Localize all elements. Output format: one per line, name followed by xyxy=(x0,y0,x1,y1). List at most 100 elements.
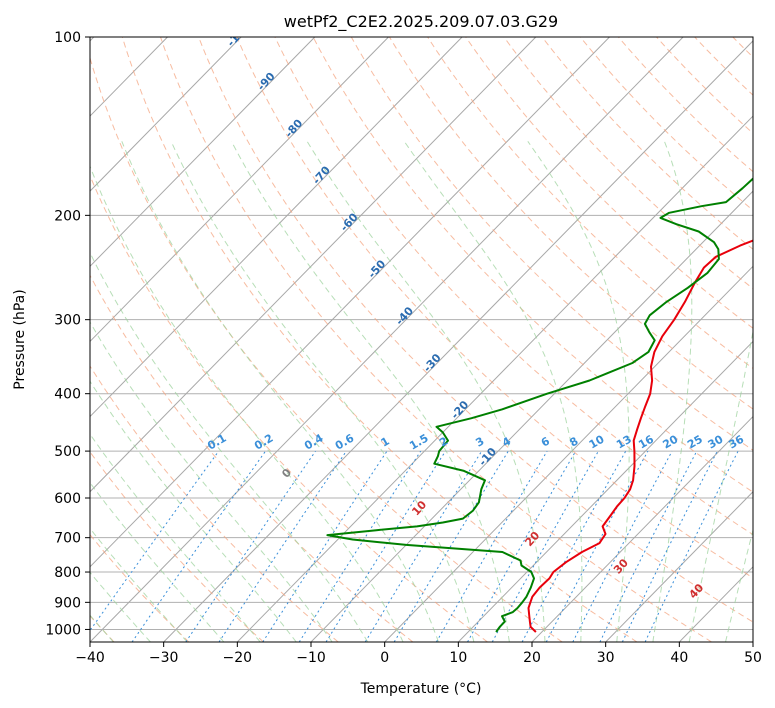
mixing-ratio-line xyxy=(262,450,388,642)
mixing-ratio-line xyxy=(644,450,739,642)
mixing-ratio-line xyxy=(131,450,266,642)
y-axis: 1000 900 800 700 600 500 400 300 200 100 xyxy=(45,30,90,638)
dewpoint-line xyxy=(326,177,753,633)
moist-adiabat-label: 20 xyxy=(522,529,542,549)
isotherm-label: -40 xyxy=(393,304,416,328)
mixing-ratio-label: 0.4 xyxy=(302,431,326,452)
y-tick-label: 400 xyxy=(54,387,81,403)
isotherm xyxy=(457,340,753,642)
dry-adiabat xyxy=(388,37,753,410)
y-axis-label: Pressure (hPa) xyxy=(12,289,28,389)
y-tick-label: 500 xyxy=(54,444,81,460)
mixing-ratio-label: 1.5 xyxy=(407,432,430,453)
dry-adiabat xyxy=(90,450,264,642)
x-tick-label: 50 xyxy=(744,650,762,666)
mixing-ratio-line xyxy=(218,450,347,642)
isotherm-label: -50 xyxy=(365,257,388,281)
mixing-ratio-line xyxy=(545,450,649,642)
isotherm xyxy=(90,37,463,418)
dry-adiabats xyxy=(90,37,775,642)
x-axis: −40 −30 −20 −10 0 10 20 30 40 50 xyxy=(75,642,762,666)
mixing-ratio-label: 1 xyxy=(379,435,392,450)
isotherm xyxy=(90,37,242,192)
isotherm xyxy=(90,37,389,343)
mixing-ratio-label: 3 xyxy=(473,435,486,450)
x-tick-label: −20 xyxy=(223,650,253,666)
x-tick-label: 0 xyxy=(380,650,389,666)
dry-adiabat xyxy=(198,37,753,623)
dry-adiabat xyxy=(427,37,753,370)
moist-adiabat xyxy=(90,527,188,642)
dry-adiabat xyxy=(656,37,753,134)
moist-adiabat xyxy=(725,528,753,642)
mixing-ratio-line xyxy=(298,450,422,642)
dry-adiabat xyxy=(312,37,753,493)
moist-adiabat xyxy=(121,141,439,642)
mixing-ratio-line xyxy=(621,450,718,642)
isotherm xyxy=(605,491,753,642)
moist-adiabat xyxy=(403,141,583,642)
x-tick-label: 10 xyxy=(449,650,467,666)
dry-adiabat xyxy=(618,37,753,173)
isotherm-label: -100 xyxy=(224,20,252,49)
mixing-ratio-line xyxy=(325,450,446,642)
dry-adiabat xyxy=(465,37,753,329)
moist-adiabat xyxy=(652,141,693,642)
x-tick-label: −10 xyxy=(296,650,326,666)
dry-adiabat xyxy=(274,37,753,536)
moist-adiabat xyxy=(306,141,546,642)
moist-adiabat xyxy=(90,251,369,642)
x-tick-label: 30 xyxy=(597,650,615,666)
moist-adiabat xyxy=(170,141,475,642)
dry-adiabat xyxy=(160,37,712,642)
mixing-ratio-line xyxy=(185,450,316,642)
line-labels: 0.1 0.2 0.4 0.6 1 1.5 2 3 4 6 8 10 13 16 20 25 30 36-100-… xyxy=(205,20,746,601)
mixing-ratio-label: 25 xyxy=(685,433,705,452)
x-axis-label: Temperature (°C) xyxy=(360,681,482,697)
moist-adiabat xyxy=(90,321,333,642)
moist-adiabat xyxy=(90,433,261,642)
mixing-ratio-line xyxy=(90,450,220,632)
mixing-ratio-line xyxy=(572,450,673,642)
dry-adiabat xyxy=(90,174,488,642)
moist-adiabat xyxy=(90,481,225,642)
dry-adiabat xyxy=(90,274,414,642)
mixing-ratio-line xyxy=(364,450,483,642)
dry-adiabat xyxy=(771,37,775,642)
mixing-ratio-line xyxy=(393,450,509,642)
dry-adiabat xyxy=(90,533,190,642)
isotherm-label: -90 xyxy=(255,70,278,94)
dry-adiabat xyxy=(579,37,753,211)
isotherm xyxy=(531,415,753,642)
isotherm-label: -30 xyxy=(421,351,444,375)
moist-adiabat-label: 40 xyxy=(686,581,706,601)
y-tick-label: 700 xyxy=(54,531,81,547)
x-tick-label: −30 xyxy=(149,650,179,666)
sounding-series xyxy=(326,177,753,633)
moist-adiabat xyxy=(688,328,753,642)
isotherm xyxy=(90,37,316,268)
x-tick-label: 20 xyxy=(523,650,541,666)
chart-title: wetPf2_C2E2.2025.209.07.03.G29 xyxy=(284,12,558,32)
mixing-ratio-label: 8 xyxy=(567,435,580,450)
moist-adiabat xyxy=(527,141,630,642)
x-tick-label: 40 xyxy=(670,650,688,666)
isotherm-label: -70 xyxy=(310,163,333,187)
y-tick-label: 300 xyxy=(54,313,81,329)
mixing-ratio-line xyxy=(521,450,627,642)
isotherm xyxy=(384,265,753,642)
isotherm xyxy=(90,37,684,642)
dry-adiabat xyxy=(236,37,753,579)
mixing-ratio-label: 20 xyxy=(660,432,680,451)
moist-adiabat xyxy=(90,380,297,642)
y-tick-label: 800 xyxy=(54,565,81,581)
isotherm xyxy=(163,40,753,642)
isotherm xyxy=(90,37,537,493)
moist-adiabat-label: 0 xyxy=(279,466,294,481)
y-tick-label: 100 xyxy=(54,30,81,46)
isotherm xyxy=(678,566,753,642)
moist-adiabat xyxy=(90,164,404,642)
mixing-ratio-label: 36 xyxy=(726,432,746,451)
isotherm xyxy=(752,641,753,642)
isotherm-label: -60 xyxy=(338,210,361,234)
